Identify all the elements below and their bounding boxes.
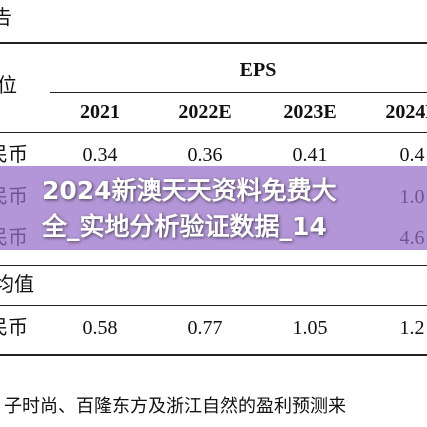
- cell: 1.2: [399, 317, 425, 339]
- section-rule: [0, 305, 427, 306]
- header-rule: [0, 132, 427, 133]
- cell: 0.4: [399, 144, 425, 166]
- column-header: 2024E: [385, 101, 427, 123]
- footnote: 子时尚、百隆东方及浙江自然的盈利预测来: [4, 396, 346, 417]
- column-header: 2023E: [283, 101, 337, 123]
- bottom-rule: [0, 354, 427, 356]
- row-label: 民币: [0, 317, 28, 339]
- cell: 0.34: [82, 144, 118, 166]
- group-rule: [50, 92, 427, 93]
- cell: 0.77: [187, 317, 223, 339]
- banner-line: 全_实地分析验证数据_14: [42, 212, 327, 241]
- cell: 0.36: [187, 144, 223, 166]
- unit-label: 位: [0, 75, 17, 97]
- cell: 0.58: [82, 317, 118, 339]
- group-header: EPS: [239, 59, 277, 81]
- section-rule: [0, 265, 427, 266]
- column-header: 2021: [80, 101, 120, 123]
- column-header: 2022E: [178, 101, 232, 123]
- row-label: 民币: [0, 144, 28, 166]
- report-title: 告: [0, 7, 12, 29]
- top-rule: [0, 42, 427, 44]
- section-label: 均值: [0, 274, 34, 296]
- cell: 0.41: [292, 144, 328, 166]
- banner-line: 2024新澳天天资料免费大: [42, 176, 337, 205]
- overlay-banner: 2024新澳天天资料免费大 全_实地分析验证数据_14: [0, 166, 427, 250]
- cell: 1.05: [292, 317, 328, 339]
